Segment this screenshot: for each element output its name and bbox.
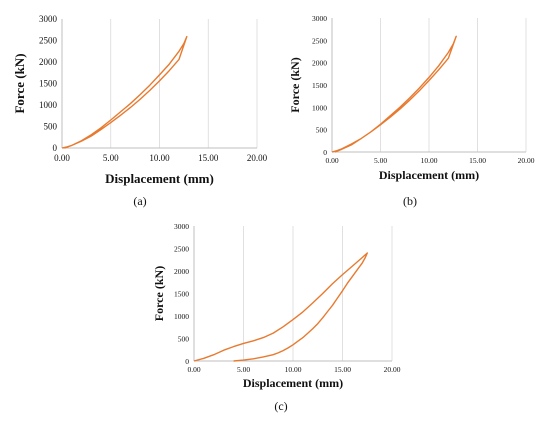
y-tick-label: 1500 xyxy=(39,79,58,89)
x-tick-label: 0.00 xyxy=(325,156,338,165)
y-tick-label: 2000 xyxy=(39,57,58,67)
x-tick-label: 0.00 xyxy=(187,365,200,374)
chart-panel-a: 0.00 5.00 10.00 15.00 20.00 0 500 1000 1500 2000 2… xyxy=(12,14,268,208)
x-tick-label: 5.00 xyxy=(237,365,250,374)
y-axis-title: Force (kN) xyxy=(12,53,27,113)
series-line xyxy=(61,35,188,149)
y-tick-label: 500 xyxy=(316,126,328,135)
panel-label: (c) xyxy=(274,399,287,413)
y-tick-label: 2500 xyxy=(174,245,189,254)
x-tick-label: 0.00 xyxy=(54,153,70,163)
y-tick-label: 1500 xyxy=(312,81,327,90)
chart-panel-b: 0.00 5.00 10.00 15.00 20.00 0 500 1000 1500 2000 2… xyxy=(288,14,535,208)
series-line xyxy=(331,35,457,153)
y-tick-label: 1500 xyxy=(174,290,189,299)
series-line xyxy=(193,252,368,362)
y-tick-label: 0 xyxy=(185,357,189,366)
y-tick-label: 2000 xyxy=(174,267,189,276)
y-tick-label: 1000 xyxy=(39,100,58,110)
y-tick-label: 0 xyxy=(323,148,327,157)
y-axis-title: Force (kN) xyxy=(288,57,302,112)
x-axis-title: Displacement (mm) xyxy=(243,376,343,390)
x-tick-label: 15.00 xyxy=(198,153,219,163)
x-axis-title: Displacement (mm) xyxy=(379,168,479,182)
y-tick-label: 3000 xyxy=(312,14,327,23)
x-tick-label: 20.00 xyxy=(384,365,401,374)
y-tick-label: 0 xyxy=(53,143,58,153)
x-tick-label: 20.00 xyxy=(247,153,268,163)
chart-panel-c: 0.00 5.00 10.00 15.00 20.00 0 500 1000 1500 2000 2… xyxy=(152,222,401,413)
x-tick-label: 15.00 xyxy=(334,365,351,374)
y-axis-title: Force (kN) xyxy=(152,266,166,321)
x-tick-label: 10.00 xyxy=(421,156,438,165)
y-tick-label: 500 xyxy=(44,122,58,132)
x-tick-label: 10.00 xyxy=(149,153,170,163)
y-tick-label: 3000 xyxy=(174,222,189,231)
panel-label: (b) xyxy=(403,194,417,208)
y-tick-label: 1000 xyxy=(174,312,189,321)
x-tick-label: 20.00 xyxy=(518,156,535,165)
y-tick-label: 3000 xyxy=(39,14,58,24)
panel-label: (a) xyxy=(133,194,146,208)
y-tick-label: 1000 xyxy=(312,103,327,112)
y-tick-label: 2500 xyxy=(312,36,327,45)
x-tick-label: 5.00 xyxy=(374,156,387,165)
y-tick-label: 2500 xyxy=(39,36,58,46)
x-axis-title: Displacement (mm) xyxy=(105,171,214,186)
x-tick-label: 15.00 xyxy=(469,156,486,165)
y-tick-label: 2000 xyxy=(312,59,327,68)
x-tick-label: 5.00 xyxy=(103,153,119,163)
y-tick-label: 500 xyxy=(178,335,190,344)
x-tick-label: 10.00 xyxy=(285,365,302,374)
